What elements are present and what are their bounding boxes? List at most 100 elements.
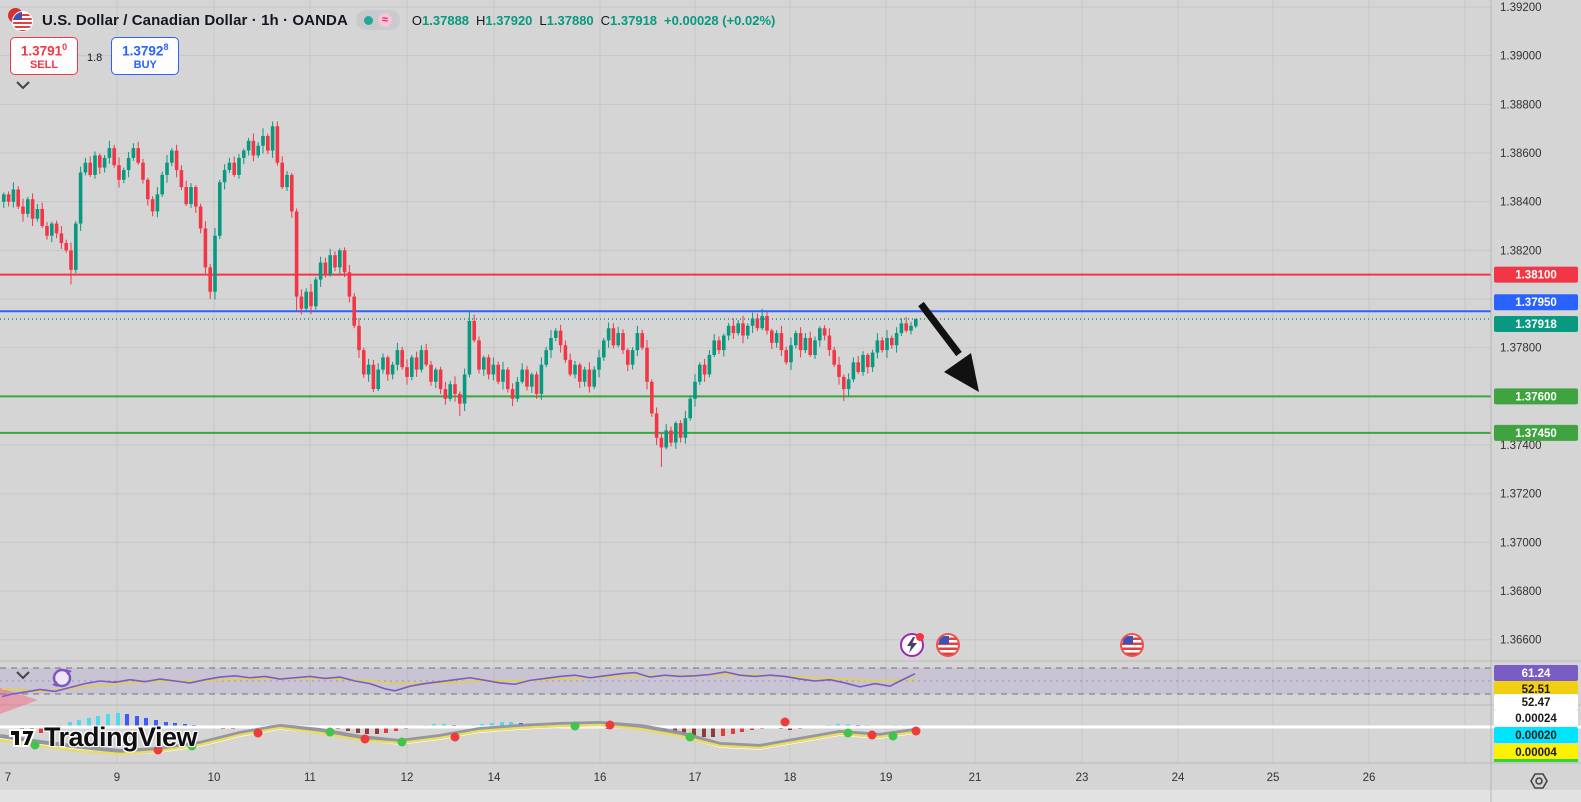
time-axis-label: 11	[304, 772, 316, 784]
candle-body	[88, 162, 92, 175]
price-level-badge	[1494, 424, 1578, 441]
candle-body	[131, 148, 136, 158]
candle-body	[640, 333, 644, 348]
buy-button[interactable]: 1.37928 BUY	[111, 37, 180, 75]
gear-hex	[1530, 773, 1548, 789]
price-axis-label: 1.37400	[1500, 440, 1542, 452]
candle-body	[467, 320, 472, 375]
macd-signal-line	[0, 723, 916, 756]
price-axis[interactable]: 1.39200 1.39000 1.38800 1.38600 1.38400 1.382…	[1500, 2, 1542, 647]
candle-body	[218, 182, 222, 236]
flag-canton	[939, 636, 949, 644]
open-value: 1.37888	[422, 12, 470, 28]
candle-body	[208, 267, 212, 292]
candle-body	[722, 335, 726, 351]
signal-dot	[450, 732, 460, 742]
candle-body	[11, 189, 16, 202]
low-value: 1.37880	[546, 12, 594, 28]
candle-body	[539, 364, 544, 394]
price-axis-label: 1.39200	[1500, 2, 1542, 14]
current-price-badge	[1494, 315, 1578, 332]
us-flag-event-icon[interactable]	[1120, 633, 1144, 657]
close-value: 1.37918	[610, 12, 658, 28]
symbol-title[interactable]: U.S. Dollar / Canadian Dollar · 1h · OAN…	[42, 11, 348, 29]
approx-data-icon: ≈	[377, 13, 392, 27]
candle-body	[558, 330, 563, 346]
candle-body	[818, 328, 822, 341]
macd-bar	[673, 727, 677, 732]
chevron-down-icon[interactable]	[16, 81, 30, 90]
candle-body	[16, 189, 20, 207]
buy-price: 1.3792	[122, 43, 164, 59]
economic-event-lightning-icon[interactable]	[900, 633, 924, 657]
sell-label: SELL	[29, 58, 59, 71]
sell-button[interactable]: 1.37910 SELL	[10, 37, 78, 75]
candle-body	[880, 340, 884, 351]
candle-body	[357, 325, 361, 351]
macd-bar	[721, 727, 725, 736]
candle-body	[894, 333, 899, 346]
price-level-badge-text: 1.37600	[1515, 391, 1557, 403]
macd-bar	[740, 727, 744, 732]
candle-body	[342, 250, 347, 273]
candle-body	[2, 194, 6, 202]
cycle-arrow-top	[66, 669, 72, 675]
candle-body	[275, 126, 280, 163]
candle-body	[54, 223, 59, 234]
gear-icon[interactable]	[1530, 773, 1548, 789]
candle-body	[741, 323, 745, 336]
price-axis-label: 1.37800	[1500, 343, 1542, 355]
market-status-badge[interactable]: ≈	[355, 10, 400, 30]
signal-dot	[867, 730, 877, 740]
candle-body	[203, 228, 208, 268]
macd-bar	[365, 727, 369, 734]
indicator-value-badge-text: 0.00020	[1515, 730, 1557, 742]
price-axis-label: 1.38400	[1500, 197, 1542, 209]
candle-body	[611, 328, 616, 346]
macd-bar	[135, 716, 139, 727]
candle-body	[40, 208, 44, 227]
candle-body	[136, 148, 140, 163]
arrow-annotation-shaft[interactable]	[918, 301, 962, 357]
time-axis-label: 17	[689, 772, 702, 784]
macd-bar	[154, 720, 158, 727]
flag-canton	[13, 12, 22, 20]
macd-bar	[106, 714, 110, 727]
indicator-value-badge	[1494, 744, 1578, 760]
candle-body	[798, 333, 803, 351]
signal-dot	[187, 741, 197, 751]
macd-bar	[692, 727, 696, 736]
arrow-annotation-head[interactable]	[944, 353, 979, 392]
buy-price-sup: 8	[163, 42, 169, 53]
candle-body	[146, 179, 150, 200]
sell-price-sup: 0	[62, 42, 68, 53]
candle-body	[107, 148, 112, 158]
close-label: C	[600, 12, 611, 28]
candle-body	[563, 345, 568, 360]
time-axis[interactable]: 7 9 10 11 12 14 16 17 18 19 21 23 24 25 26	[5, 772, 1376, 784]
candle-body	[626, 350, 630, 365]
candle-body	[779, 333, 784, 351]
indicator-value-badge	[1494, 694, 1578, 710]
us-flag-event-icon[interactable]	[936, 633, 960, 657]
candle-body	[232, 162, 236, 175]
candle-body	[534, 374, 539, 394]
candle-body	[59, 233, 64, 244]
indicator-value-badge-text: 52.47	[1522, 697, 1551, 709]
macd-bar	[682, 727, 686, 734]
candle-body	[83, 162, 88, 173]
low-label: L	[539, 12, 547, 28]
candle-body	[702, 364, 707, 375]
candle-body	[352, 296, 356, 326]
candle-body	[266, 135, 270, 151]
indicator-value-badge	[1494, 681, 1578, 697]
chevron-down-icon[interactable]	[16, 671, 30, 680]
candle-body	[362, 350, 366, 375]
candle-body	[765, 316, 769, 331]
candle-body	[338, 250, 342, 268]
indicator-cycle-icon[interactable]	[52, 668, 72, 688]
indicator-value-badge	[1494, 727, 1578, 743]
price-level-badge	[1494, 294, 1578, 311]
candle-body	[93, 155, 97, 175]
